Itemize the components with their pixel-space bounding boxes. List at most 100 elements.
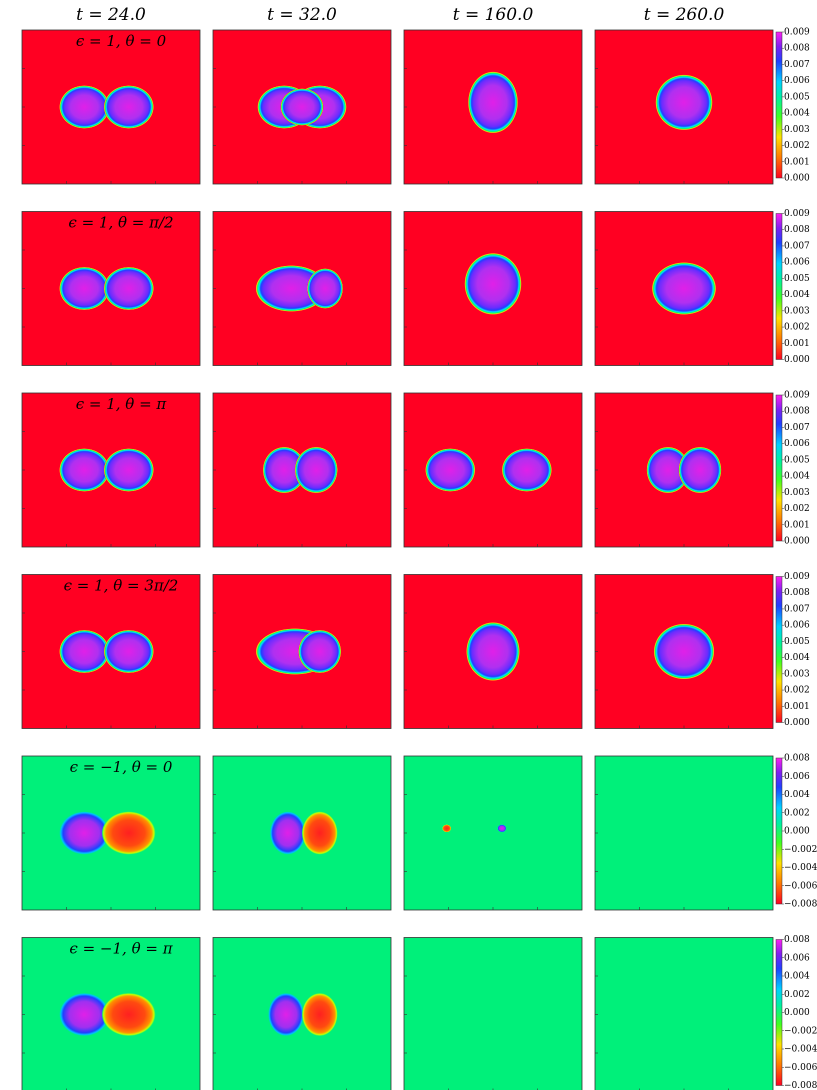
colorbar — [775, 213, 783, 360]
row-label: ϵ = −1, θ = π — [69, 940, 173, 958]
colorbar-tick-label: 0.007 — [784, 60, 810, 70]
colorbar-tick-label: 0.006 — [784, 439, 810, 449]
colorbar-tick-label: −0.002 — [784, 845, 817, 855]
panel — [594, 937, 774, 1090]
row-label: ϵ = 1, θ = π/2 — [68, 214, 173, 232]
field-blob — [103, 448, 154, 492]
colorbar-tick-label: 0.003 — [784, 125, 810, 135]
colorbar-tick-label: 0.009 — [784, 209, 810, 219]
colorbar-tick-label: 0.006 — [784, 772, 810, 782]
panel — [594, 755, 774, 911]
colorbar-tick-label: 0.002 — [784, 686, 810, 696]
field-blob — [468, 71, 518, 134]
colorbar-tick-label: −0.008 — [784, 900, 817, 910]
colorbar-tick-label: 0.009 — [784, 572, 810, 582]
colorbar-tick-label: −0.008 — [784, 1081, 817, 1090]
colorbar-tick-label: 0.002 — [784, 323, 810, 333]
colorbar-tick-label: 0.008 — [784, 588, 810, 598]
colorbar-tick-label: 0.000 — [784, 174, 810, 184]
field-blob — [59, 266, 110, 311]
colorbar-tick-label: 0.001 — [784, 520, 810, 530]
field-blob — [298, 629, 342, 674]
colorbar-tick-label: 0.000 — [784, 537, 810, 547]
colorbar-tick-label: 0.006 — [784, 76, 810, 86]
field-blob — [497, 824, 507, 833]
colorbar-tick-label: 0.008 — [784, 44, 810, 54]
colorbar-tick-label: 0.003 — [784, 669, 810, 679]
colorbar-tick-label: 0.005 — [784, 455, 810, 465]
colorbar-tick-label: 0.001 — [784, 702, 810, 712]
colorbar-tick-label: 0.005 — [784, 274, 810, 284]
field-blob — [442, 824, 452, 833]
colorbar-tick-label: 0.007 — [784, 423, 810, 433]
colorbar — [775, 757, 783, 905]
field-blob — [464, 253, 522, 315]
colorbar-tick-label: 0.004 — [784, 972, 810, 982]
colorbar-tick-label: 0.001 — [784, 157, 810, 167]
colorbar-tick-label: 0.000 — [784, 718, 810, 728]
field-blob — [103, 85, 154, 129]
column-title: t = 32.0 — [267, 5, 337, 25]
colorbar-tick-label: 0.002 — [784, 808, 810, 818]
column-title: t = 260.0 — [644, 5, 725, 25]
colorbar-tick-label: 0.005 — [784, 92, 810, 102]
field-blob — [646, 446, 690, 494]
colorbar-tick-label: 0.004 — [784, 109, 810, 119]
colorbar-tick-label: 0.008 — [784, 935, 810, 945]
colorbar-tick-label: 0.005 — [784, 637, 810, 647]
field-blob — [280, 88, 324, 126]
colorbar-tick-label: 0.000 — [784, 827, 810, 837]
colorbar — [775, 31, 783, 179]
field-blob — [59, 629, 110, 674]
field-blob — [302, 811, 338, 855]
field-blob — [501, 448, 552, 492]
field-blob — [59, 85, 110, 129]
colorbar — [775, 576, 783, 723]
colorbar-tick-label: 0.006 — [784, 953, 810, 963]
field-blob — [102, 992, 156, 1037]
field-blob — [103, 629, 154, 674]
panel — [403, 937, 583, 1090]
colorbar-tick-label: 0.008 — [784, 754, 810, 764]
colorbar-tick-label: 0.002 — [784, 990, 810, 1000]
field-blob — [302, 992, 338, 1037]
row-label: ϵ = −1, θ = 0 — [70, 758, 173, 776]
field-blob — [59, 992, 110, 1037]
panels: t = 24.0 t = 32.0 t = 160.0 t = 260.0 ϵ = 1,… — [21, 5, 817, 1090]
field-blob — [653, 623, 715, 680]
colorbar-tick-label: 0.009 — [784, 28, 810, 38]
colorbar — [775, 394, 783, 542]
field-blob — [651, 262, 717, 315]
field-blob — [678, 446, 722, 494]
colorbar-tick-label: −0.006 — [784, 881, 817, 891]
colorbar-tick-label: 0.008 — [784, 225, 810, 235]
panel — [403, 755, 583, 911]
colorbar-tick-label: 0.000 — [784, 355, 810, 365]
colorbar-tick-label: −0.006 — [784, 1063, 817, 1073]
field-blob — [268, 992, 304, 1037]
colorbar-tick-label: 0.007 — [784, 604, 810, 614]
field-blob — [307, 268, 343, 309]
field-blob — [466, 622, 520, 681]
column-title: t = 160.0 — [453, 5, 534, 25]
colorbar-tick-label: 0.003 — [784, 306, 810, 316]
colorbar-tick-label: 0.003 — [784, 488, 810, 498]
field-blob — [655, 74, 713, 131]
colorbar-tick-label: 0.008 — [784, 407, 810, 417]
field-blob — [269, 811, 306, 855]
field-blob — [103, 266, 154, 311]
colorbar-tick-label: 0.007 — [784, 241, 810, 251]
column-title: t = 24.0 — [76, 5, 146, 25]
colorbar-tick-label: 0.002 — [784, 141, 810, 151]
field-blob — [294, 446, 338, 494]
colorbar-tick-label: 0.006 — [784, 258, 810, 268]
field-blob — [262, 446, 306, 494]
colorbar-tick-label: 0.004 — [784, 290, 810, 300]
colorbar-tick-label: 0.000 — [784, 1008, 810, 1018]
colorbar-tick-label: 0.004 — [784, 472, 810, 482]
colorbar — [775, 939, 783, 1086]
colorbar-tick-label: −0.004 — [784, 1045, 817, 1055]
colorbar-tick-label: 0.006 — [784, 621, 810, 631]
row-label: ϵ = 1, θ = 3π/2 — [64, 577, 179, 595]
